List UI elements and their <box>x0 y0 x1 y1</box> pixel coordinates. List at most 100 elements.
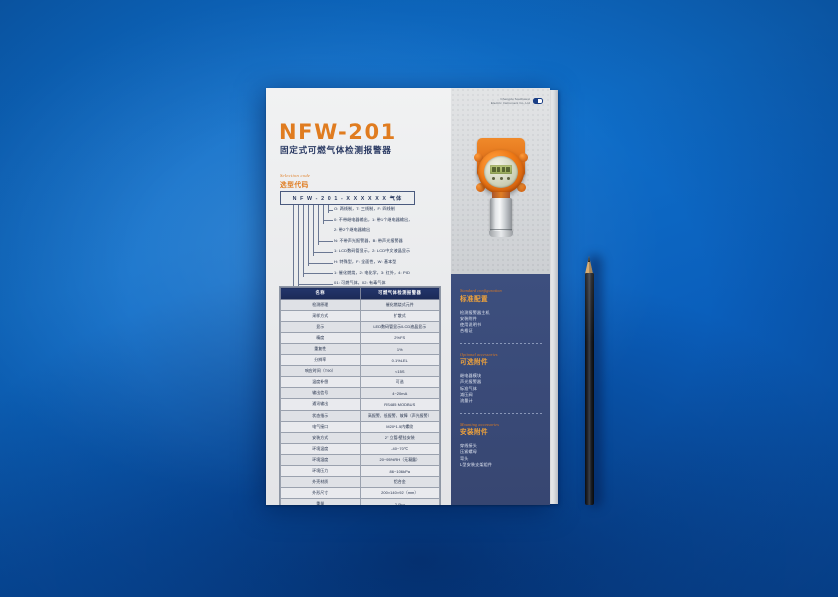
section-title-cn: 标准配置 <box>460 295 488 303</box>
device-sensor-probe <box>490 198 512 234</box>
section-title-en: Standard configuration <box>460 288 502 293</box>
pencil-tip-shade <box>589 256 593 274</box>
section-item-list: 检测报警器主机 安装附件 使用说明书 合格证 <box>460 310 542 334</box>
list-item: 使用说明书 <box>460 321 482 327</box>
brand-line-1: Chengdu Southwest <box>500 97 530 101</box>
list-item: 继电器模块 <box>460 373 482 379</box>
table-cell-value: 200×140×92（mm） <box>359 487 440 500</box>
legend-label: O: 两线制，T: 三线制，F: 四线制 <box>334 206 395 211</box>
section-divider <box>460 412 542 414</box>
table-cell-value: 20~95%RH（无凝露） <box>359 453 440 467</box>
device-button <box>492 177 495 180</box>
brand-line-2: Electric Instrument Co.,Ltd <box>490 101 530 106</box>
section-title-en: Optional accessories <box>460 351 498 357</box>
product-photo: Chengdu Southwest Electric Instrument Co… <box>451 88 550 274</box>
table-cell-key: 采样方式 <box>280 309 361 322</box>
table-cell-value: 2" 立管/壁挂安装 <box>359 431 440 444</box>
brand-logo: Chengdu Southwest Electric Instrument Co… <box>491 97 543 105</box>
table-cell-key: 温度补偿 <box>280 376 361 389</box>
table-cell-value: 86~106kPa <box>359 464 440 478</box>
selection-code-label-cn: 选型代码 <box>280 182 309 189</box>
legend-row: 01: 可燃气体，02: 有毒气体 <box>280 279 440 290</box>
device-lug <box>517 183 526 192</box>
list-item: 检测报警器主机 <box>460 309 490 315</box>
list-item: 穿线接头 <box>460 443 477 449</box>
list-item: 标准气体 <box>460 385 477 391</box>
list-item: 安装附件 <box>460 315 477 321</box>
table-cell-key: 检测原理 <box>280 298 361 311</box>
legend-label: H: 特殊型，F: 全面性，W: 基本型 <box>334 258 397 264</box>
table-cell-value: LED数码管显示/LCD液晶显示 <box>359 320 440 333</box>
accessory-section: Standard configuration 标准配置检测报警器主机 安装附件 使用说… <box>460 288 542 334</box>
table-cell-value: 铝合金 <box>359 476 440 489</box>
table-row: 精度 2%FS <box>280 331 440 344</box>
table-cell-key: 电气接口 <box>280 420 361 433</box>
page-left-column: NFW-201 固定式可燃气体检测报警器 Selection code 选型代码… <box>266 88 451 505</box>
device-sensor-cap <box>489 231 513 237</box>
list-item: 减压阀 <box>460 391 473 397</box>
section-item-list: 穿线接头 压紧螺母 弯头 L型安装支架组件 <box>460 443 542 467</box>
table-header-row: 名称 可燃气体检测报警器 <box>280 287 440 300</box>
table-header-cell: 可燃气体检测报警器 <box>359 287 440 300</box>
device-lcd-display <box>490 165 512 174</box>
table-cell-key: 安装方式 <box>280 431 361 444</box>
table-body: 检测原理 催化燃烧式元件 采样方式 扩散式 显示 LED数码管显示/LCD液晶显示 精度 2%… <box>280 298 440 505</box>
legend-row: 0: 不带继电器输出，1: 带1个继电器输出， <box>280 216 440 227</box>
legend-row: N: 不带声光报警器，B: 带声光报警器 <box>280 237 440 248</box>
selection-code-label-en: Selection code <box>280 173 311 178</box>
table-row: 外形尺寸 200×140×92（mm） <box>280 487 440 500</box>
legend-label: 01: 可燃气体，02: 有毒气体 <box>334 280 386 286</box>
table-row: 显示 LED数码管显示/LCD液晶显示 <box>280 320 440 333</box>
section-item-list: 继电器模块 声光报警器 标准气体 减压阀 流量计 <box>460 373 542 403</box>
table-cell-key: 显示 <box>280 320 361 333</box>
table-row: 通讯输出 RS485 MODBUS <box>280 398 440 411</box>
table-cell-value: 扩散式 <box>359 309 440 322</box>
section-title-en: Mounting accessories <box>460 421 500 427</box>
brand-mark-icon <box>533 97 543 105</box>
table-row: 状态指示 高报警、低报警、故障（声光报警） <box>280 409 440 422</box>
selection-code-box: N F W - 2 0 1 - X X X X X X 气体 <box>280 191 415 205</box>
table-cell-value: -40~70℃ <box>359 442 440 455</box>
list-item: L型安装支架组件 <box>460 461 493 467</box>
table-cell-key: 状态指示 <box>280 409 361 422</box>
page-title: NFW-201 <box>279 120 397 144</box>
device-button <box>499 177 503 180</box>
table-cell-key: 环境湿度 <box>280 453 361 467</box>
selection-code-legend: O: 两线制，T: 三线制，F: 四线制 0: 不带继电器输出，1: 带1个继电… <box>280 205 440 300</box>
legend-row: 2: 带2个继电器输出 <box>280 226 440 237</box>
table-row: 分辨率 0.1%LEL <box>280 354 440 367</box>
spec-table: 名称 可燃气体检测报警器 检测原理 催化燃烧式元件 采样方式 扩散式 显示 LED数码管显… <box>279 286 441 505</box>
legend-row: O: 两线制，T: 三线制，F: 四线制 <box>280 205 440 216</box>
device-button <box>507 177 510 180</box>
table-row: 重复性 1% <box>280 342 440 356</box>
table-row: 安装方式 2" 立管/壁挂安装 <box>280 431 440 444</box>
device-buttons <box>492 177 510 180</box>
legend-label: 2: 带2个继电器输出 <box>334 227 371 233</box>
page-subtitle: 固定式可燃气体检测报警器 <box>280 145 392 155</box>
table-cell-value: 1% <box>359 342 440 356</box>
table-cell-value: M20*1.5内螺纹 <box>359 420 440 433</box>
section-title-cn: 可选附件 <box>460 359 488 367</box>
table-cell-key: 外形尺寸 <box>280 487 361 500</box>
legend-label: 1: LCD数码管显示，2: LCD中文液晶显示 <box>334 248 411 254</box>
table-cell-key: 重复性 <box>280 342 361 356</box>
device-lug <box>476 183 485 192</box>
table-cell-key: 重量 <box>280 498 361 505</box>
list-item: 合格证 <box>460 327 473 333</box>
table-cell-key: 环境温度 <box>280 442 361 455</box>
section-divider <box>460 342 542 344</box>
list-item: 弯头 <box>460 455 469 461</box>
table-cell-value: 高报警、低报警、故障（声光报警） <box>359 409 440 422</box>
table-cell-key: 环境压力 <box>280 464 361 478</box>
table-row: 环境湿度 20~95%RH（无凝露） <box>280 453 440 467</box>
legend-label: 1: 催化燃烧，2: 电化学，3: 红外，4: PID <box>334 269 411 275</box>
table-row: 环境温度 -40~70℃ <box>280 442 440 455</box>
pencil <box>583 247 602 507</box>
section-title-cn: 安装附件 <box>460 429 488 437</box>
table-cell-key: 外壳材质 <box>280 476 361 489</box>
pencil-body <box>585 273 594 505</box>
table-row: 电气接口 M20*1.5内螺纹 <box>280 420 440 433</box>
table-cell-key: 输出信号 <box>280 387 361 400</box>
table-cell-value: 可选 <box>359 376 440 389</box>
